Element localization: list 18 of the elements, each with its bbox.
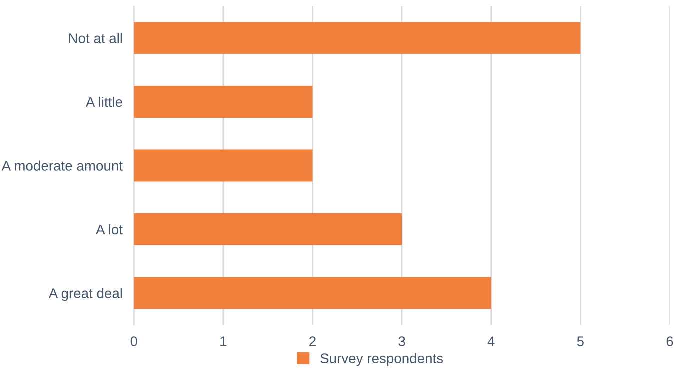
x-tick-label: 6 (666, 336, 674, 346)
x-tick-label: 0 (130, 336, 138, 346)
x-tick-label: 5 (577, 336, 584, 346)
bar (134, 150, 313, 182)
x-tick-label: 1 (220, 336, 227, 346)
bar (134, 86, 313, 118)
bar (134, 22, 581, 54)
y-tick-label: A moderate amount (2, 160, 123, 171)
y-tick-label: A little (86, 96, 122, 108)
x-tick-label: 3 (398, 336, 406, 346)
y-tick-label: Not at all (69, 33, 122, 44)
legend-label: Survey respondents (320, 353, 444, 366)
y-tick-label: A great deal (48, 288, 122, 302)
bar (134, 214, 402, 246)
bar (134, 277, 492, 310)
y-tick-label: A lot (96, 224, 123, 235)
x-tick-label: 2 (310, 336, 316, 346)
x-tick-label: 4 (488, 336, 495, 346)
